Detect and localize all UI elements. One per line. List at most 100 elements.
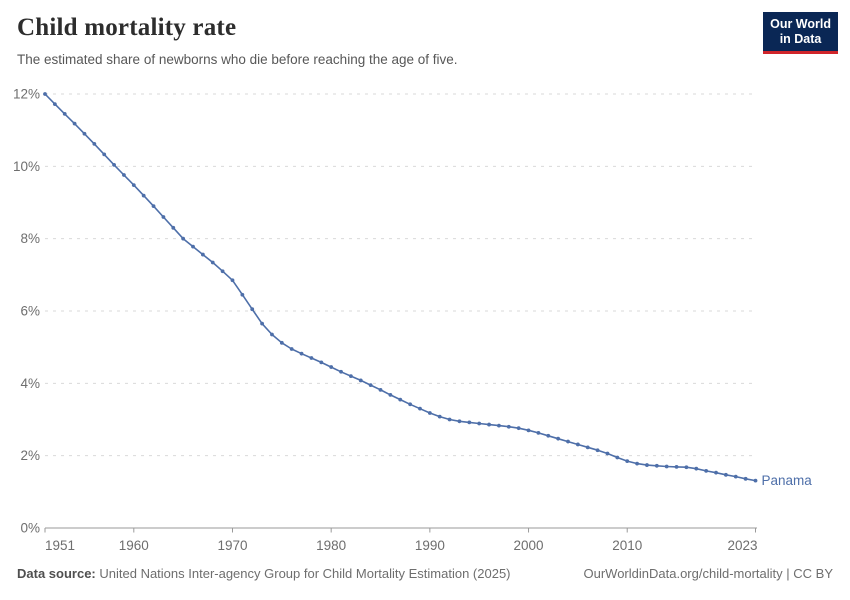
x-axis-label-1990: 1990 [415, 538, 445, 553]
y-axis-label-2pct: 2% [20, 448, 40, 463]
data-point[interactable] [467, 420, 472, 425]
data-point[interactable] [329, 365, 334, 369]
data-point[interactable] [437, 414, 442, 419]
data-point[interactable] [645, 463, 649, 467]
y-axis-label-4pct: 4% [20, 376, 40, 391]
data-point[interactable] [694, 466, 699, 471]
data-point[interactable] [497, 423, 501, 428]
data-point[interactable] [339, 369, 343, 374]
data-point[interactable] [625, 459, 630, 463]
page-title: Child mortality rate [17, 14, 237, 41]
data-point[interactable] [200, 252, 205, 257]
data-point[interactable] [131, 183, 136, 188]
series-line-panama[interactable] [44, 93, 757, 482]
chart-footer: Data source: United Nations Inter-agency… [17, 566, 833, 581]
data-point[interactable] [595, 448, 600, 453]
data-point[interactable] [714, 470, 718, 475]
y-axis-label-12pct: 12% [13, 87, 40, 102]
data-point[interactable] [398, 397, 403, 402]
data-point[interactable] [743, 476, 748, 481]
data-point[interactable] [92, 142, 97, 146]
data-point[interactable] [418, 406, 422, 411]
y-axis-label-0pct: 0% [20, 521, 40, 536]
data-point[interactable] [447, 417, 452, 422]
data-point[interactable] [408, 402, 413, 407]
data-point[interactable] [62, 111, 67, 116]
data-point[interactable] [753, 478, 758, 483]
data-point[interactable] [378, 387, 383, 392]
owid-logo-line1: Our World [770, 17, 831, 31]
data-point[interactable] [82, 131, 87, 136]
data-point[interactable] [161, 215, 166, 219]
data-point[interactable] [299, 351, 304, 356]
data-point[interactable] [52, 102, 57, 107]
data-point[interactable] [220, 269, 225, 274]
data-point[interactable] [585, 445, 590, 450]
series-end-label: Panama [762, 473, 813, 488]
data-point[interactable] [556, 436, 561, 441]
data-point[interactable] [654, 463, 659, 468]
y-axis-label-8pct: 8% [20, 231, 40, 246]
data-point[interactable] [210, 260, 215, 265]
x-axis-label-2000: 2000 [514, 538, 544, 553]
data-point[interactable] [615, 455, 620, 460]
data-source-label: Data source: [17, 566, 96, 581]
x-axis-label-2010: 2010 [612, 538, 642, 553]
y-axis-label-6pct: 6% [20, 304, 40, 319]
data-point[interactable] [122, 173, 126, 177]
data-point[interactable] [546, 433, 551, 438]
data-source-text: United Nations Inter-agency Group for Ch… [99, 566, 511, 581]
data-point[interactable] [674, 464, 679, 469]
chart-subtitle: The estimated share of newborns who die … [17, 52, 458, 67]
data-point[interactable] [319, 360, 324, 365]
data-point[interactable] [605, 451, 610, 456]
data-point[interactable] [141, 193, 146, 198]
data-point[interactable] [526, 428, 531, 433]
data-point[interactable] [684, 465, 689, 470]
data-point[interactable] [260, 321, 264, 326]
data-point[interactable] [516, 426, 521, 431]
data-point[interactable] [240, 292, 245, 297]
owid-logo[interactable]: Our World in Data [763, 12, 838, 54]
x-axis-label-1960: 1960 [119, 538, 149, 553]
data-point[interactable] [230, 278, 235, 283]
x-axis-label-1970: 1970 [217, 538, 247, 553]
data-point[interactable] [279, 340, 284, 345]
data-point[interactable] [112, 162, 116, 167]
data-point[interactable] [704, 468, 709, 473]
data-point[interactable] [43, 92, 47, 96]
citation-link[interactable]: OurWorldinData.org/child-mortality | CC … [583, 566, 834, 581]
data-point[interactable] [309, 356, 314, 360]
data-point[interactable] [349, 374, 353, 378]
data-point[interactable] [270, 332, 274, 337]
data-point[interactable] [635, 461, 639, 466]
x-axis-label-2023: 2023 [727, 538, 757, 553]
data-point[interactable] [289, 347, 294, 351]
owid-logo-line2: in Data [779, 32, 822, 46]
data-point[interactable] [181, 236, 186, 241]
data-point[interactable] [171, 225, 176, 230]
data-point[interactable] [388, 393, 393, 397]
data-point[interactable] [575, 442, 580, 447]
data-point[interactable] [536, 430, 541, 435]
data-point[interactable] [368, 383, 373, 388]
data-source-note: Data source: United Nations Inter-agency… [17, 566, 511, 581]
data-point[interactable] [72, 121, 77, 126]
data-point[interactable] [457, 419, 462, 424]
data-point[interactable] [151, 204, 156, 209]
data-point[interactable] [506, 424, 511, 429]
data-point[interactable] [664, 464, 669, 469]
y-axis-label-10pct: 10% [13, 159, 40, 174]
data-point[interactable] [487, 422, 491, 427]
x-axis-label-1951: 1951 [45, 538, 75, 553]
data-point[interactable] [250, 307, 255, 312]
data-point[interactable] [477, 421, 482, 426]
data-point[interactable] [427, 411, 432, 415]
data-point[interactable] [102, 152, 107, 157]
data-point[interactable] [191, 244, 195, 249]
mortality-line-chart[interactable]: 0% 2% 4% 6% 8% 10% 12% 1951 1960 1970 1980 1990 2000… [0, 0, 850, 560]
data-point[interactable] [566, 439, 570, 444]
data-point[interactable] [733, 474, 738, 479]
data-point[interactable] [723, 472, 728, 477]
data-point[interactable] [358, 378, 363, 383]
